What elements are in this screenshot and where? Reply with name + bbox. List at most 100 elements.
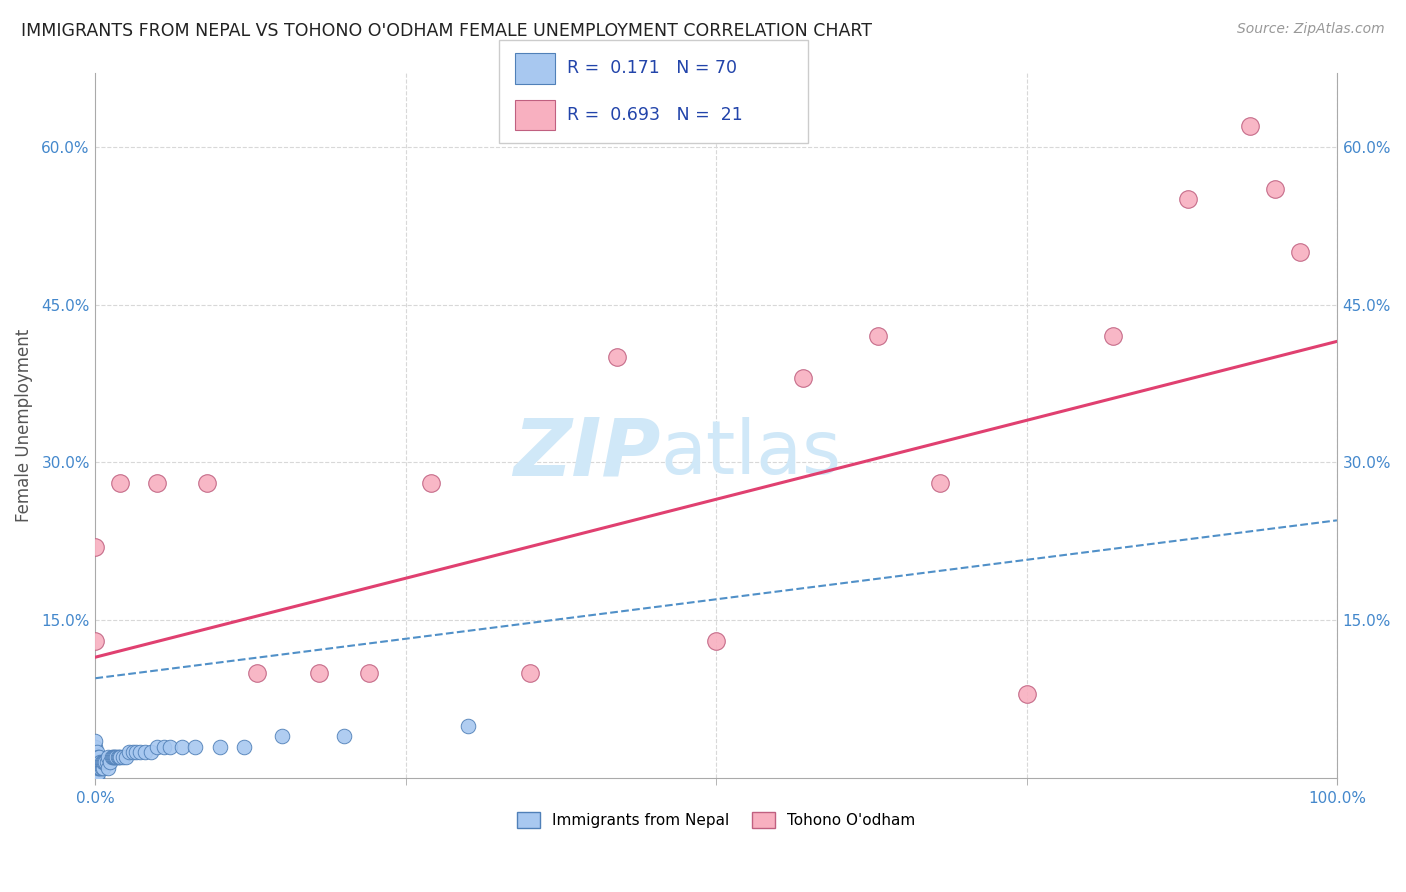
- Point: [84, 739, 107, 754]
- Point: [606, 350, 628, 364]
- Point: [121, 745, 143, 759]
- Point: [115, 750, 138, 764]
- Point: [96, 756, 118, 770]
- Point: [129, 745, 152, 759]
- Point: [84, 750, 107, 764]
- Point: [110, 750, 132, 764]
- Point: [84, 756, 107, 770]
- Point: [1177, 192, 1199, 206]
- Y-axis label: Female Unemployment: Female Unemployment: [15, 329, 32, 522]
- Point: [866, 329, 889, 343]
- Point: [87, 750, 110, 764]
- Point: [89, 761, 111, 775]
- Point: [141, 745, 163, 759]
- Point: [86, 750, 108, 764]
- Point: [97, 750, 120, 764]
- Point: [91, 761, 114, 775]
- Point: [1264, 182, 1286, 196]
- Text: R =  0.171   N = 70: R = 0.171 N = 70: [567, 59, 737, 77]
- Point: [1015, 687, 1038, 701]
- Point: [87, 756, 110, 770]
- Point: [172, 739, 194, 754]
- Point: [86, 761, 108, 775]
- Point: [134, 745, 156, 759]
- Point: [84, 761, 107, 775]
- Point: [84, 750, 107, 764]
- Point: [91, 756, 114, 770]
- Point: [89, 756, 111, 770]
- FancyBboxPatch shape: [515, 100, 555, 130]
- Point: [419, 476, 441, 491]
- Point: [108, 750, 131, 764]
- Point: [146, 739, 169, 754]
- Point: [928, 476, 950, 491]
- Text: IMMIGRANTS FROM NEPAL VS TOHONO O'ODHAM FEMALE UNEMPLOYMENT CORRELATION CHART: IMMIGRANTS FROM NEPAL VS TOHONO O'ODHAM …: [21, 22, 872, 40]
- Point: [86, 745, 108, 759]
- Point: [84, 771, 107, 785]
- Point: [84, 745, 107, 759]
- Point: [84, 634, 107, 648]
- Point: [1102, 329, 1125, 343]
- Point: [98, 756, 121, 770]
- Point: [233, 739, 256, 754]
- Point: [84, 771, 107, 785]
- Point: [100, 750, 122, 764]
- Point: [87, 750, 110, 764]
- Point: [118, 745, 141, 759]
- Text: R =  0.693   N =  21: R = 0.693 N = 21: [567, 106, 742, 124]
- Point: [457, 718, 479, 732]
- Point: [86, 771, 108, 785]
- Point: [208, 739, 231, 754]
- Point: [84, 766, 107, 780]
- Point: [704, 634, 727, 648]
- Point: [93, 756, 115, 770]
- Point: [84, 761, 107, 775]
- Point: [97, 761, 120, 775]
- Point: [84, 766, 107, 780]
- Point: [111, 750, 134, 764]
- Point: [90, 761, 112, 775]
- Point: [195, 476, 218, 491]
- Point: [103, 750, 125, 764]
- Point: [105, 750, 128, 764]
- Point: [125, 745, 148, 759]
- Text: ZIP: ZIP: [513, 415, 661, 492]
- Point: [87, 766, 110, 780]
- Point: [270, 729, 292, 743]
- Point: [94, 756, 117, 770]
- Legend: Immigrants from Nepal, Tohono O'odham: Immigrants from Nepal, Tohono O'odham: [510, 805, 921, 834]
- Point: [308, 665, 330, 680]
- Point: [110, 476, 132, 491]
- Point: [519, 665, 541, 680]
- Point: [1239, 119, 1261, 133]
- Point: [84, 766, 107, 780]
- Point: [84, 745, 107, 759]
- Point: [87, 761, 110, 775]
- Point: [159, 739, 181, 754]
- Point: [84, 771, 107, 785]
- Text: Source: ZipAtlas.com: Source: ZipAtlas.com: [1237, 22, 1385, 37]
- Point: [87, 761, 110, 775]
- Point: [246, 665, 269, 680]
- Point: [107, 750, 129, 764]
- FancyBboxPatch shape: [499, 40, 808, 143]
- Point: [84, 750, 107, 764]
- Point: [104, 750, 127, 764]
- Point: [357, 665, 380, 680]
- Point: [146, 476, 169, 491]
- Point: [84, 756, 107, 770]
- Point: [332, 729, 354, 743]
- Point: [84, 540, 107, 554]
- Point: [101, 750, 124, 764]
- Point: [84, 771, 107, 785]
- Point: [84, 771, 107, 785]
- Point: [152, 739, 174, 754]
- Point: [1288, 244, 1310, 259]
- Point: [792, 371, 814, 385]
- Point: [84, 761, 107, 775]
- FancyBboxPatch shape: [515, 54, 555, 84]
- Point: [86, 766, 108, 780]
- Text: atlas: atlas: [661, 417, 841, 491]
- Point: [183, 739, 205, 754]
- Point: [90, 756, 112, 770]
